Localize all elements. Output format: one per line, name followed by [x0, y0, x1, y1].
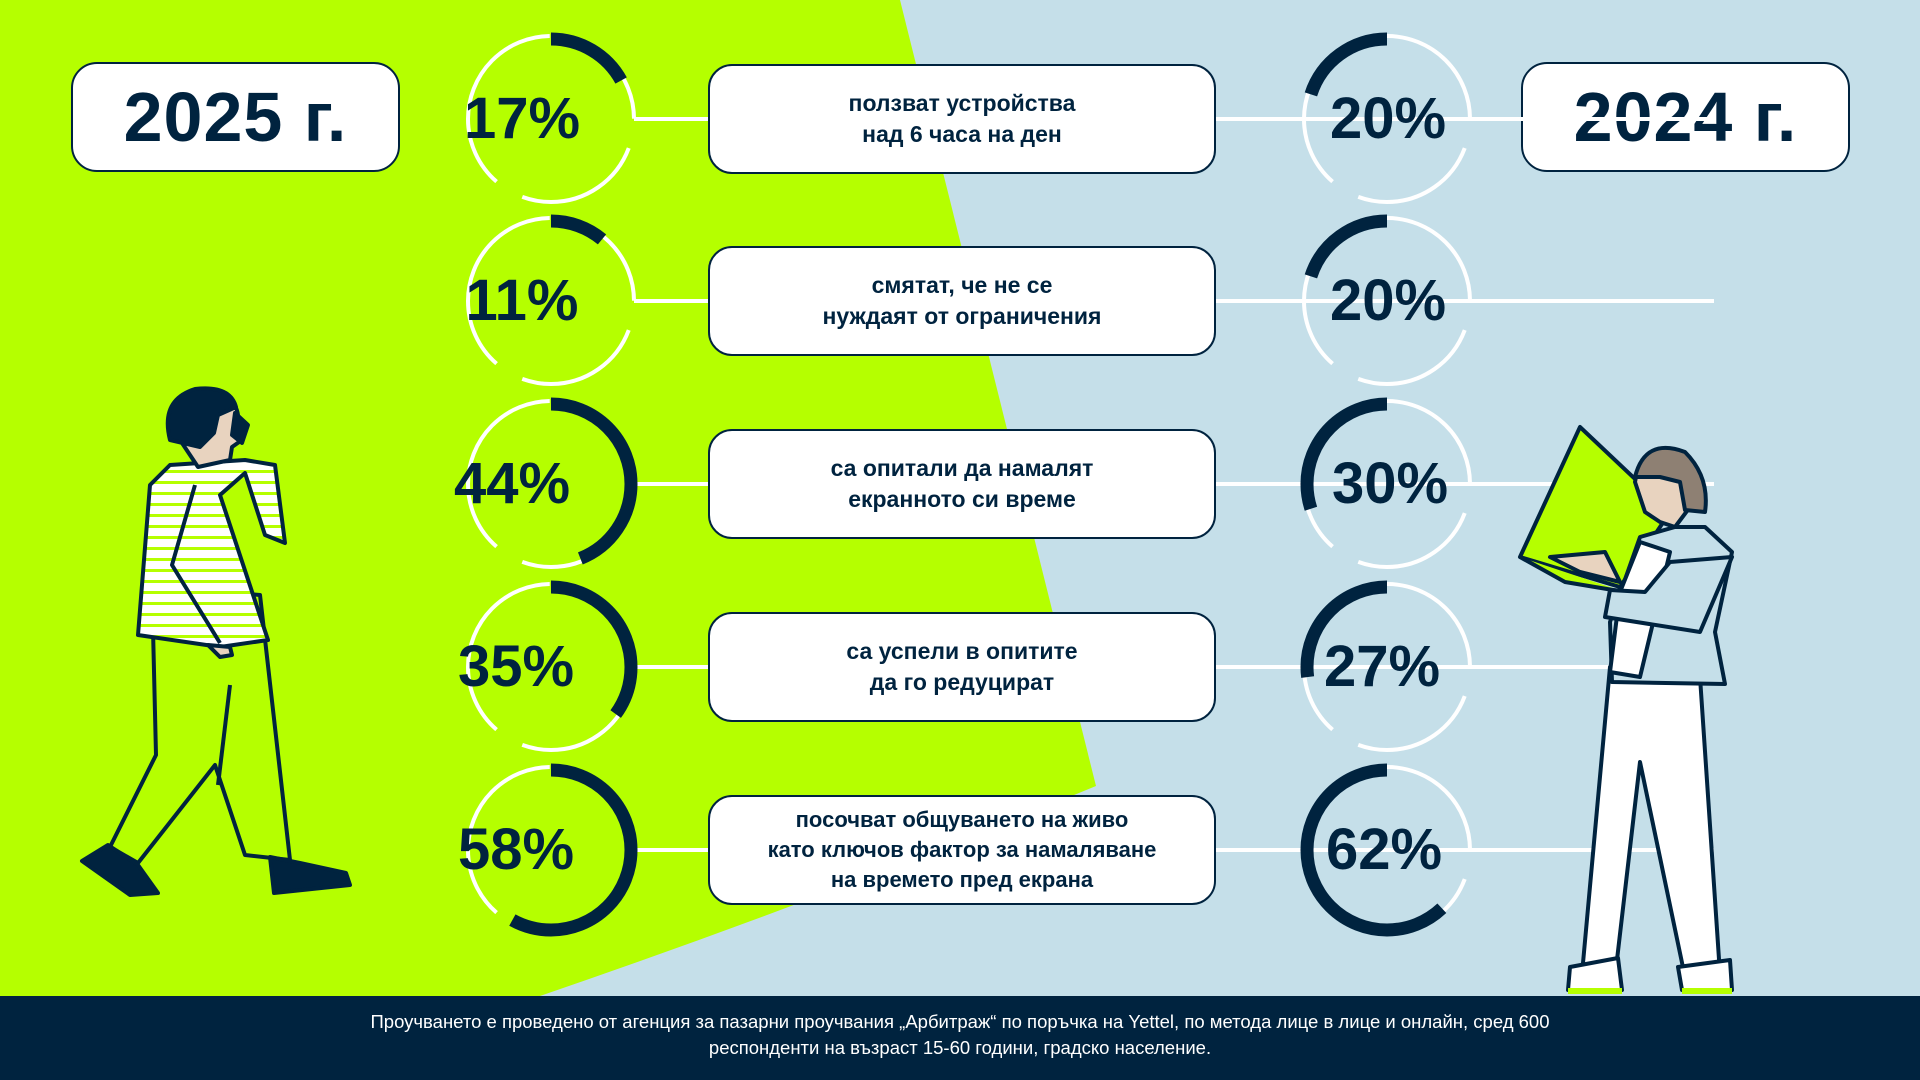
value-2025-row-4: 35%	[457, 634, 575, 699]
donut-2025-row-2	[464, 214, 638, 388]
year-label-2025: 2025 г.	[71, 62, 400, 172]
value-2024-row-2: 20%	[1329, 268, 1447, 333]
value-2025-row-2: 11%	[465, 268, 579, 333]
stat-label-row-5: посочват общуването на живо като ключов …	[708, 795, 1216, 905]
donut-2024-row-3	[1300, 397, 1474, 571]
donut-2024-row-5	[1300, 763, 1474, 937]
stat-label-row-2: смятат, че не се нуждаят от ограничения	[708, 246, 1216, 356]
donut-2025-row-5	[464, 763, 638, 937]
woman-with-laptop-illustration	[1518, 425, 1734, 994]
stat-label-text-2: смятат, че не се нуждаят от ограничения	[822, 272, 1102, 329]
value-2024-row-5: 62%	[1325, 817, 1443, 882]
stat-label-text-3: са опитали да намалят екранното си време	[830, 455, 1094, 512]
stat-label-row-4: са успели в опитите да го редуцират	[708, 612, 1216, 722]
stat-label-row-3: са опитали да намалят екранното си време	[708, 429, 1216, 539]
year-2025-text: 2025 г.	[123, 78, 348, 156]
donut-2024-row-1	[1300, 32, 1474, 206]
stat-label-text-5: посочват общуването на живо като ключов …	[767, 807, 1157, 892]
donut-2024-row-2	[1300, 214, 1474, 388]
man-on-phone-illustration	[80, 386, 352, 897]
value-2025-row-3: 44%	[453, 451, 571, 516]
stat-label-row-1: ползват устройства над 6 часа на ден	[708, 64, 1216, 174]
methodology-footer: Проучването е проведено от агенция за па…	[0, 996, 1920, 1080]
value-2024-row-4: 27%	[1323, 634, 1441, 699]
stat-label-text-1: ползват устройства над 6 часа на ден	[848, 90, 1076, 147]
value-2025-row-5: 58%	[457, 817, 575, 882]
footer-text: Проучването е проведено от агенция за па…	[370, 1011, 1550, 1058]
stat-label-text-4: са успели в опитите да го редуцират	[846, 638, 1078, 695]
value-2024-row-1: 20%	[1329, 86, 1447, 151]
value-2025-row-1: 17%	[463, 86, 581, 151]
donut-2025-row-4	[464, 580, 638, 754]
value-2024-row-3: 30%	[1331, 451, 1449, 516]
donut-2025-row-3	[464, 397, 638, 571]
donut-2024-row-4	[1300, 580, 1474, 754]
donut-2025-row-1	[464, 32, 638, 206]
